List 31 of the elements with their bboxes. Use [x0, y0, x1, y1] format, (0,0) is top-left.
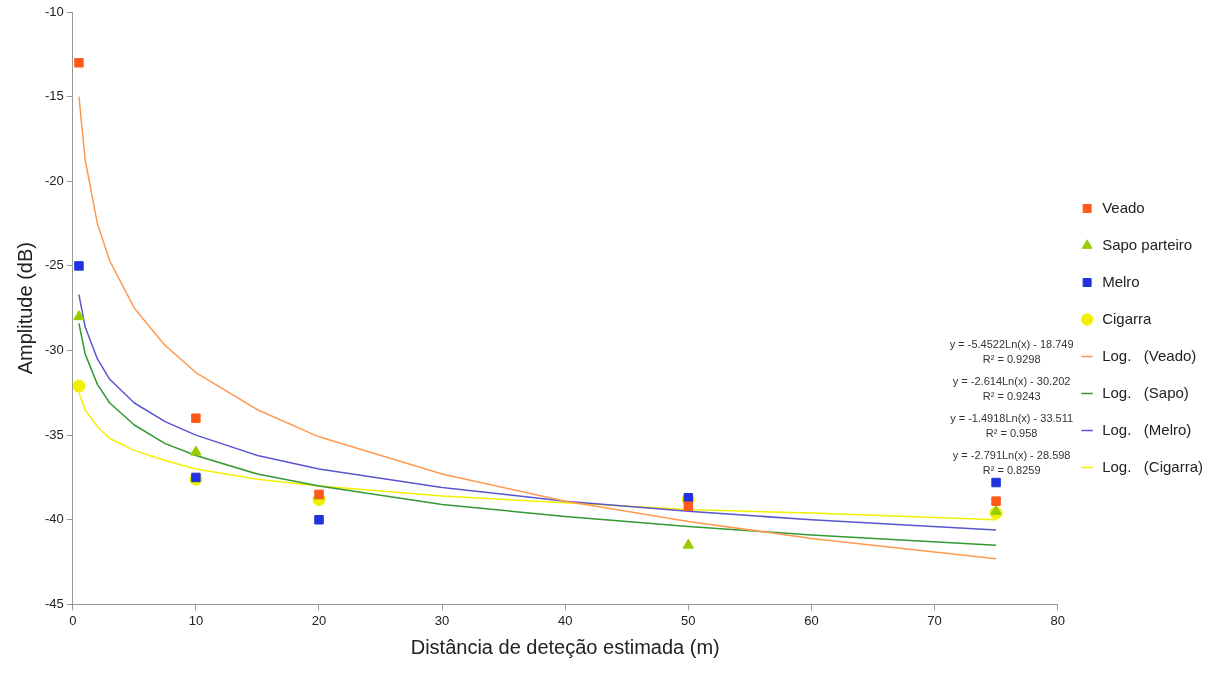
annotation: y = -5.4522Ln(x) - 18.749 R² = 0.9298 [949, 337, 1074, 365]
x-tick-label: 70 [927, 612, 942, 628]
legend-label: Cigarra [1102, 309, 1152, 327]
legend-label: Log. (Veado) [1102, 346, 1197, 364]
y-tick-label: -15 [44, 88, 64, 104]
annotation: y = -2.791Ln(x) - 28.598 R² = 0.8259 [952, 448, 1071, 476]
annotation: y = -1.4918Ln(x) - 33.511 R² = 0.958 [950, 411, 1074, 439]
x-tick-label: 50 [681, 612, 696, 628]
y-tick-label: -10 [44, 3, 64, 19]
legend-label: Sapo parteiro [1102, 235, 1193, 253]
legend-label: Melro [1102, 272, 1140, 290]
y-tick-label: -45 [44, 595, 64, 611]
x-tick-label: 20 [311, 612, 327, 628]
x-tick-label: 80 [1050, 612, 1065, 628]
y-tick-label: -25 [44, 257, 64, 273]
y-tick-label: -35 [44, 426, 64, 442]
legend-label: Log. (Melro) [1102, 420, 1192, 438]
y-tick-label: -20 [44, 172, 64, 188]
legend-label: Log. (Cigarra) [1102, 457, 1204, 475]
x-tick-label: 10 [188, 612, 204, 628]
x-tick-label: 30 [434, 612, 450, 628]
y-axis-title: Amplitude (dB) [13, 242, 36, 375]
x-tick-label: 0 [69, 612, 77, 628]
annotation: y = -2.614Ln(x) - 30.202 R² = 0.9243 [952, 374, 1071, 402]
x-tick-label: 40 [557, 612, 573, 628]
x-axis-title: Distância de deteção estimada (m) [410, 635, 720, 658]
x-tick-label: 60 [804, 612, 819, 628]
legend-label: Log. (Sapo) [1102, 383, 1189, 401]
y-tick-label: -40 [44, 511, 64, 527]
y-tick-label: -30 [44, 342, 64, 358]
legend-label: Veado [1102, 198, 1145, 216]
